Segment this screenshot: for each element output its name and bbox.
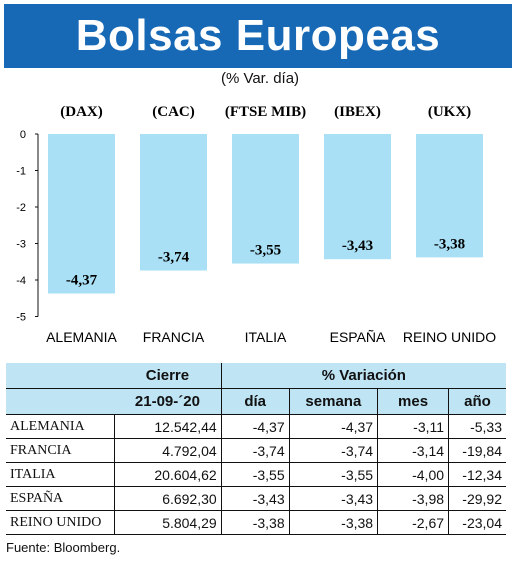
header-semana: semana: [289, 388, 379, 415]
row-name: REINO UNIDO: [6, 510, 115, 535]
row-name: ALEMANIA: [6, 414, 115, 439]
cell-dia: -3,38: [221, 510, 290, 535]
cell-mes: -3,98: [377, 486, 450, 511]
bar: [232, 134, 299, 264]
value-label: -4,37: [66, 273, 98, 289]
cell-cierre: 4.792,04: [114, 438, 222, 463]
cell-anio: -29,92: [448, 486, 506, 511]
page-title: Bolsas Europeas: [75, 11, 441, 60]
row-name: ESPAÑA: [6, 486, 115, 511]
header-anio: año: [448, 388, 506, 415]
header-variacion: % Variación: [221, 363, 506, 389]
header-dia: día: [221, 388, 290, 415]
index-label: (IBEX): [334, 104, 381, 120]
cell-mes: -2,67: [377, 510, 450, 535]
bar: [48, 134, 115, 294]
bar: [140, 134, 207, 271]
header-mes: mes: [377, 388, 450, 415]
table-row: ESPAÑA 6.692,30 -3,43 -3,43 -3,98 -29,92: [6, 486, 506, 511]
title-banner: Bolsas Europeas: [4, 4, 512, 68]
chart-subtitle: (% Var. día): [220, 70, 300, 87]
x-tick-label: ALEMANIA: [46, 329, 117, 345]
cell-dia: -3,55: [221, 462, 290, 487]
cell-anio: -5,33: [448, 414, 506, 439]
index-label: (CAC): [152, 104, 195, 120]
cell-semana: -3,55: [289, 462, 379, 487]
cell-cierre: 5.804,29: [114, 510, 222, 535]
bar-chart: 0 -1 -2 -3 -4 -5 (DAX) -4,37 ALEMANIA (CAC) -3,74 F…: [16, 104, 496, 345]
index-label: (DAX): [60, 104, 103, 120]
x-tick-label: FRANCIA: [143, 329, 205, 345]
cell-anio: -23,04: [448, 510, 506, 535]
cell-dia: -3,43: [221, 486, 290, 511]
cell-semana: -3,38: [289, 510, 379, 535]
cell-mes: -4,00: [377, 462, 450, 487]
y-tick-label: 0: [20, 129, 26, 141]
header-cierre: Cierre: [114, 363, 222, 389]
y-tick-label: -5: [16, 312, 26, 324]
cell-semana: -4,37: [289, 414, 379, 439]
index-label: (UKX): [428, 104, 471, 120]
table-row: REINO UNIDO 5.804,29 -3,38 -3,38 -2,67 -23,04: [6, 510, 506, 535]
y-tick-label: -3: [16, 239, 26, 251]
value-label: -3,74: [158, 250, 190, 266]
table-row: ALEMANIA 12.542,44 -4,37 -4,37 -3,11 -5,33: [6, 414, 506, 439]
cell-mes: -3,14: [377, 438, 450, 463]
bar: [416, 134, 483, 258]
cell-semana: -3,43: [289, 486, 379, 511]
x-tick-label: REINO UNIDO: [403, 329, 496, 345]
cell-anio: -19,84: [448, 438, 506, 463]
cell-dia: -3,74: [221, 438, 290, 463]
index-label: (FTSE MIB): [225, 104, 306, 120]
x-tick-label: ITALIA: [245, 329, 287, 345]
table-corner-2: [6, 388, 115, 415]
source-note: Fuente: Bloomberg.: [6, 540, 121, 555]
row-name: ITALIA: [6, 462, 115, 487]
bar: [324, 134, 391, 260]
value-label: -3,38: [434, 236, 465, 252]
table-row: ITALIA 20.604,62 -3,55 -3,55 -4,00 -12,34: [6, 462, 506, 487]
value-label: -3,55: [250, 243, 281, 259]
cell-cierre: 20.604,62: [114, 462, 222, 487]
y-tick-label: -4: [16, 275, 26, 287]
cell-cierre: 6.692,30: [114, 486, 222, 511]
cell-anio: -12,34: [448, 462, 506, 487]
y-tick-label: -1: [16, 166, 26, 178]
table-corner: [6, 363, 115, 389]
cell-semana: -3,74: [289, 438, 379, 463]
row-name: FRANCIA: [6, 438, 115, 463]
cell-mes: -3,11: [377, 414, 450, 439]
table-row: FRANCIA 4.792,04 -3,74 -3,74 -3,14 -19,84: [6, 438, 506, 463]
value-label: -3,43: [342, 238, 373, 254]
x-tick-label: ESPAÑA: [330, 329, 386, 345]
header-date: 21-09-´20: [114, 388, 222, 415]
cell-dia: -4,37: [221, 414, 290, 439]
y-tick-label: -2: [16, 202, 26, 214]
cell-cierre: 12.542,44: [114, 414, 222, 439]
data-table: Cierre % Variación 21-09-´20 día semana …: [6, 363, 506, 535]
